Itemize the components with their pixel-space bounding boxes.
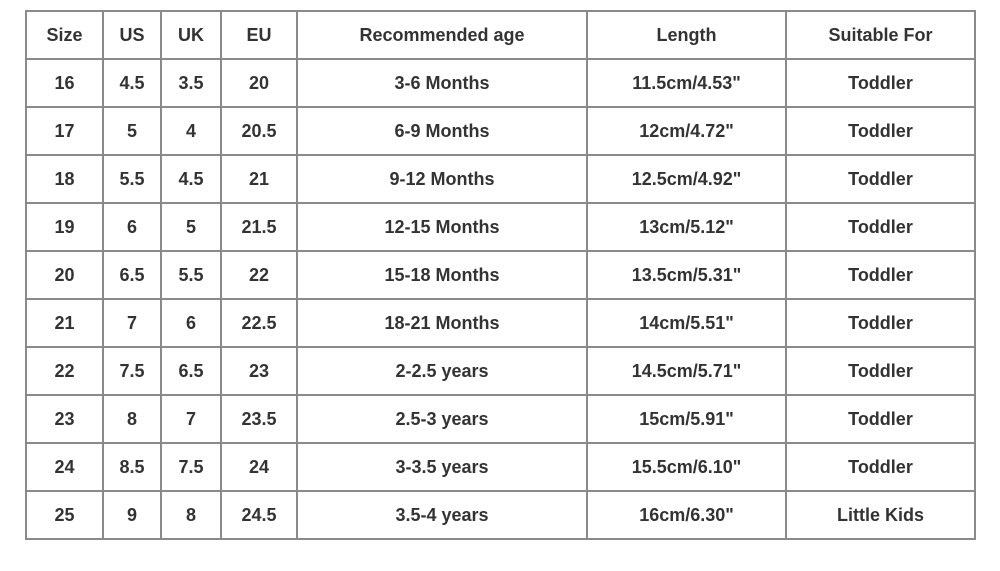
table-cell: 6.5 xyxy=(160,346,222,396)
table-cell: 15.5cm/6.10" xyxy=(586,442,787,492)
table-row: 20 6.5 5.5 22 15-18 Months 13.5cm/5.31" Toddle… xyxy=(25,250,976,300)
table-row: 16 4.5 3.5 20 3-6 Months 11.5cm/4.53" Toddler xyxy=(25,58,976,108)
table-row: 24 8.5 7.5 24 3-3.5 years 15.5cm/6.10" Toddler xyxy=(25,442,976,492)
table-cell: 20 xyxy=(220,58,298,108)
table-cell: Toddler xyxy=(785,442,976,492)
table-cell: Toddler xyxy=(785,106,976,156)
table-cell: 22.5 xyxy=(220,298,298,348)
table-row: 25 9 8 24.5 3.5-4 years 16cm/6.30" Little Kids xyxy=(25,490,976,540)
table-cell: 12.5cm/4.92" xyxy=(586,154,787,204)
header-cell: EU xyxy=(220,10,298,60)
table-cell: 6.5 xyxy=(102,250,162,300)
table-cell: 20.5 xyxy=(220,106,298,156)
header-cell: Size xyxy=(25,10,104,60)
table-row: 22 7.5 6.5 23 2-2.5 years 14.5cm/5.71" Toddler xyxy=(25,346,976,396)
table-cell: 22 xyxy=(25,346,104,396)
table-cell: 6 xyxy=(102,202,162,252)
table-cell: 7 xyxy=(160,394,222,444)
table-cell: Toddler xyxy=(785,346,976,396)
table-cell: 12cm/4.72" xyxy=(586,106,787,156)
table-cell: 3.5-4 years xyxy=(296,490,588,540)
table-cell: 5.5 xyxy=(102,154,162,204)
table-cell: 23 xyxy=(220,346,298,396)
table-cell: 4.5 xyxy=(102,58,162,108)
table-cell: 7.5 xyxy=(102,346,162,396)
table-cell: 16cm/6.30" xyxy=(586,490,787,540)
table-cell: 23 xyxy=(25,394,104,444)
table-cell: 18 xyxy=(25,154,104,204)
table-cell: 5.5 xyxy=(160,250,222,300)
table-cell: 24.5 xyxy=(220,490,298,540)
header-cell: Suitable For xyxy=(785,10,976,60)
header-cell: Length xyxy=(586,10,787,60)
table-cell: 3-3.5 years xyxy=(296,442,588,492)
table-cell: Toddler xyxy=(785,202,976,252)
table-cell: Toddler xyxy=(785,250,976,300)
table-cell: 12-15 Months xyxy=(296,202,588,252)
table-cell: Toddler xyxy=(785,298,976,348)
table-cell: 20 xyxy=(25,250,104,300)
table-cell: Toddler xyxy=(785,394,976,444)
table-cell: 13cm/5.12" xyxy=(586,202,787,252)
table-cell: Little Kids xyxy=(785,490,976,540)
header-cell: US xyxy=(102,10,162,60)
header-cell: Recommended age xyxy=(296,10,588,60)
table-cell: 3-6 Months xyxy=(296,58,588,108)
table-cell: 5 xyxy=(160,202,222,252)
table-cell: 24 xyxy=(220,442,298,492)
table-cell: 18-21 Months xyxy=(296,298,588,348)
table-cell: 6-9 Months xyxy=(296,106,588,156)
table-cell: Toddler xyxy=(785,154,976,204)
table-row: 21 7 6 22.5 18-21 Months 14cm/5.51" Toddler xyxy=(25,298,976,348)
table-cell: 2-2.5 years xyxy=(296,346,588,396)
table-cell: 23.5 xyxy=(220,394,298,444)
table-cell: 9-12 Months xyxy=(296,154,588,204)
table-cell: 14.5cm/5.71" xyxy=(586,346,787,396)
table-cell: Toddler xyxy=(785,58,976,108)
table-cell: 3.5 xyxy=(160,58,222,108)
table-cell: 16 xyxy=(25,58,104,108)
table-cell: 7.5 xyxy=(160,442,222,492)
table-cell: 8.5 xyxy=(102,442,162,492)
table-row: 19 6 5 21.5 12-15 Months 13cm/5.12" Toddler xyxy=(25,202,976,252)
table-cell: 25 xyxy=(25,490,104,540)
table-cell: 7 xyxy=(102,298,162,348)
header-row: Size US UK EU Recommended age Length Suitable … xyxy=(25,10,976,60)
table-cell: 4 xyxy=(160,106,222,156)
table-cell: 22 xyxy=(220,250,298,300)
table-body: Size US UK EU Recommended age Length Suitable … xyxy=(25,10,976,540)
table-cell: 9 xyxy=(102,490,162,540)
table-cell: 21 xyxy=(25,298,104,348)
table-row: 23 8 7 23.5 2.5-3 years 15cm/5.91" Toddler xyxy=(25,394,976,444)
table-cell: 21 xyxy=(220,154,298,204)
table-cell: 17 xyxy=(25,106,104,156)
table-cell: 11.5cm/4.53" xyxy=(586,58,787,108)
size-table: Size US UK EU Recommended age Length Suitable … xyxy=(25,10,976,540)
table-cell: 19 xyxy=(25,202,104,252)
table-row: 17 5 4 20.5 6-9 Months 12cm/4.72" Toddler xyxy=(25,106,976,156)
table-cell: 8 xyxy=(160,490,222,540)
table-cell: 14cm/5.51" xyxy=(586,298,787,348)
table-cell: 15cm/5.91" xyxy=(586,394,787,444)
table-row: 18 5.5 4.5 21 9-12 Months 12.5cm/4.92" Toddler xyxy=(25,154,976,204)
table-cell: 24 xyxy=(25,442,104,492)
table-cell: 15-18 Months xyxy=(296,250,588,300)
table-cell: 13.5cm/5.31" xyxy=(586,250,787,300)
table-cell: 2.5-3 years xyxy=(296,394,588,444)
table-cell: 5 xyxy=(102,106,162,156)
table-cell: 6 xyxy=(160,298,222,348)
header-cell: UK xyxy=(160,10,222,60)
table-cell: 21.5 xyxy=(220,202,298,252)
table-cell: 4.5 xyxy=(160,154,222,204)
table-cell: 8 xyxy=(102,394,162,444)
